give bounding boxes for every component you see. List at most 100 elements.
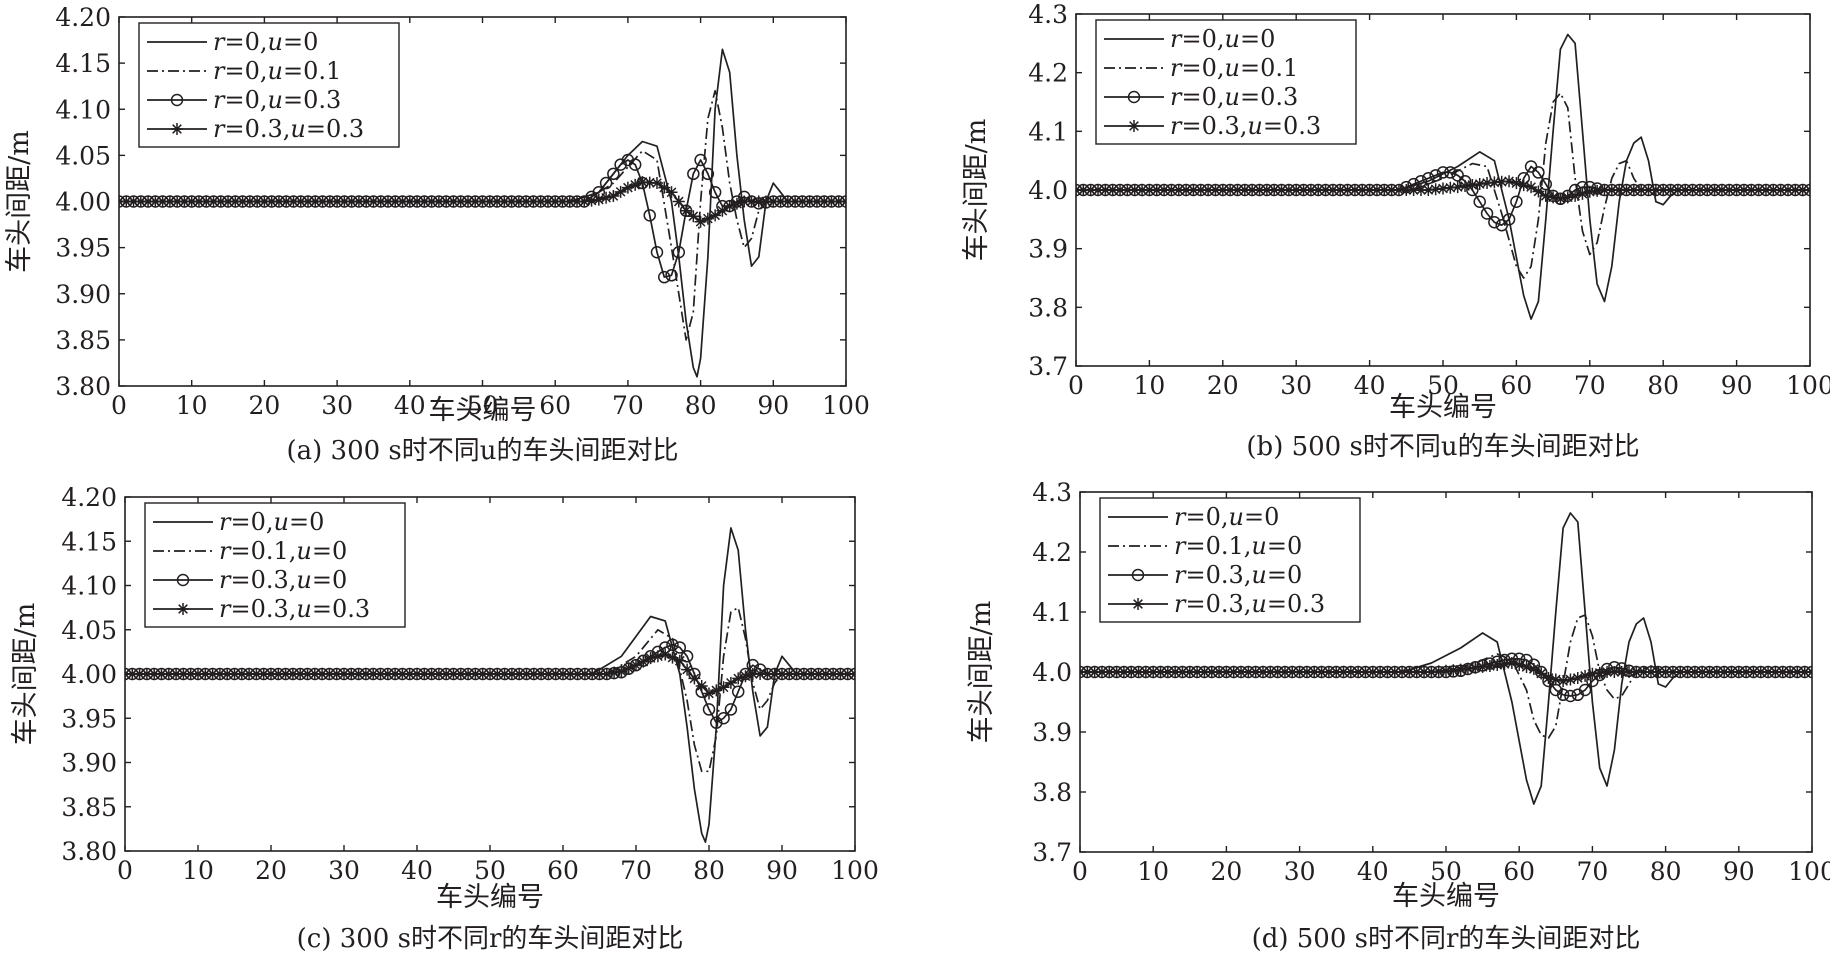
data-point-marker [1322,666,1335,678]
data-point-marker [1312,184,1325,196]
data-point-marker [1242,666,1255,678]
x-tick-label: 80 [693,856,725,885]
data-point-marker [549,668,562,680]
data-point-marker [1169,666,1182,678]
data-point-marker [1723,184,1736,196]
data-point-marker [1132,666,1145,678]
chart-caption: (a) 300 s时不同u的车头间距对比 [286,436,678,466]
data-point-marker [1762,666,1775,678]
data-point-marker [1796,184,1809,196]
data-point-marker [701,167,715,181]
data-point-marker [1110,666,1123,678]
data-point-marker [381,668,394,680]
series-line-2 [119,89,846,341]
data-point-marker [389,195,402,208]
chart-caption: (c) 300 s时不同r的车头间距对比 [297,924,684,954]
data-point-marker [1260,184,1273,196]
x-tick-label: 10 [1137,857,1169,886]
x-tick-label: 50 [1427,371,1459,400]
data-point-marker [126,668,139,680]
data-point-marker [717,712,730,725]
y-tick-label: 4.20 [55,3,111,32]
series-line-2 [125,606,855,773]
data-point-marker [476,195,489,208]
data-point-marker [608,666,621,679]
data-point-marker [1370,184,1383,196]
x-tick-label: 20 [248,391,280,420]
data-point-marker [142,195,155,208]
data-point-marker [1388,666,1401,678]
data-point-marker [1527,663,1540,675]
data-point-marker [1798,666,1811,678]
x-tick-label: 70 [1576,857,1608,886]
data-point-marker [513,668,526,680]
data-point-marker [1231,184,1244,196]
chart-panel-d: 0 10 20 30 40 50 60 70 80 90 100 3.7 3.8 3.9 4.0 4.1 4.2… [966,478,1830,954]
data-point-marker [338,195,351,208]
data-point-marker [767,195,780,208]
legend-label: r=0,u=0 [219,508,324,536]
x-tick-label: 30 [1284,857,1316,886]
data-point-marker [1176,666,1189,678]
data-point-marker [1754,666,1767,678]
data-point-marker [257,668,270,680]
y-tick-label: 4.10 [61,572,117,601]
data-point-marker [251,195,264,208]
legend-label: r=0.3,u=0 [1174,561,1302,589]
data-point-marker [454,195,467,208]
data-point-marker [389,668,402,680]
data-point-marker [1081,666,1094,678]
y-tick-label: 4.15 [55,49,111,78]
data-point-marker [1278,666,1291,678]
legend: r=0,u=0r=0.1,u=0r=0.3,u=0r=0.3,u=0.3 [1099,497,1361,623]
data-point-marker [724,676,737,689]
data-point-marker [636,176,649,189]
legend-marker [171,123,183,135]
data-point-marker [1473,195,1486,208]
data-point-marker [294,195,307,208]
data-point-marker [643,209,656,222]
data-point-marker [1732,666,1745,678]
data-point-marker [724,703,738,716]
data-point-marker [1117,666,1130,678]
y-tick-label: 4.3 [1032,478,1072,507]
data-point-marker [302,195,315,208]
y-tick-label: 3.85 [55,326,111,355]
data-point-marker [127,195,140,208]
data-point-marker [199,668,212,680]
legend: r=0,u=0r=0.1,u=0r=0.3,u=0r=0.3,u=0.3 [144,502,406,628]
data-point-marker [1432,665,1445,678]
data-point-marker [1715,184,1728,196]
data-point-marker [1348,184,1361,196]
data-point-marker [1635,184,1648,196]
data-point-marker [832,195,845,208]
data-point-marker [367,195,380,208]
y-tick-label: 3.9 [1028,235,1068,264]
x-tick-label: 30 [321,391,353,420]
data-point-marker [1297,184,1310,196]
data-point-marker [803,195,816,208]
data-point-marker [840,195,846,208]
data-point-marker [1249,666,1262,678]
data-point-marker [1620,184,1633,196]
data-point-marker [1341,184,1354,196]
data-point-marker [1491,659,1504,671]
data-point-marker [643,176,656,189]
data-point-marker [1436,166,1450,179]
legend-marker [177,603,189,615]
x-tick-label: 30 [328,856,360,885]
data-point-marker [1549,673,1562,686]
data-point-marker [272,195,285,208]
data-point-marker [739,670,752,683]
data-point-marker [1613,184,1626,196]
data-point-marker [1092,184,1105,196]
data-point-marker [1674,666,1687,678]
chart-caption: (d) 500 s时不同r的车头间距对比 [1252,924,1641,954]
data-point-marker [1253,184,1266,196]
data-point-marker [1571,672,1584,684]
data-point-marker [1128,184,1141,196]
data-point-marker [592,193,605,206]
data-point-marker [1095,666,1108,678]
data-point-marker [694,215,707,228]
x-tick-label: 80 [1650,857,1682,886]
